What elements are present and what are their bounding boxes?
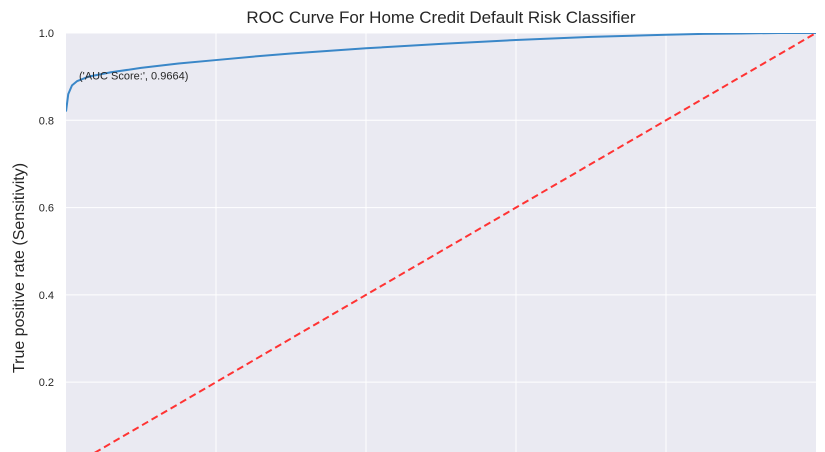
y-tick-label: 0.6: [39, 203, 54, 215]
y-tick-label: 0.4: [39, 290, 54, 302]
y-tick-label: 0.2: [39, 377, 54, 389]
y-tick-labels: 0.2 0.4 0.6 0.8 1.0: [39, 28, 54, 389]
chart-title: ROC Curve For Home Credit Default Risk C…: [246, 8, 636, 27]
diagonal-reference-line: [94, 33, 816, 452]
plot-area: [66, 33, 816, 452]
roc-curve-line: [66, 33, 816, 112]
grid-lines: [66, 32, 816, 452]
y-tick-label: 0.8: [39, 115, 54, 127]
auc-score-annotation: ('AUC Score:', 0.9664): [79, 71, 188, 83]
y-tick-label: 1.0: [39, 28, 54, 40]
series-group: [66, 33, 816, 452]
y-axis-label: True positive rate (Sensitivity): [11, 163, 28, 373]
